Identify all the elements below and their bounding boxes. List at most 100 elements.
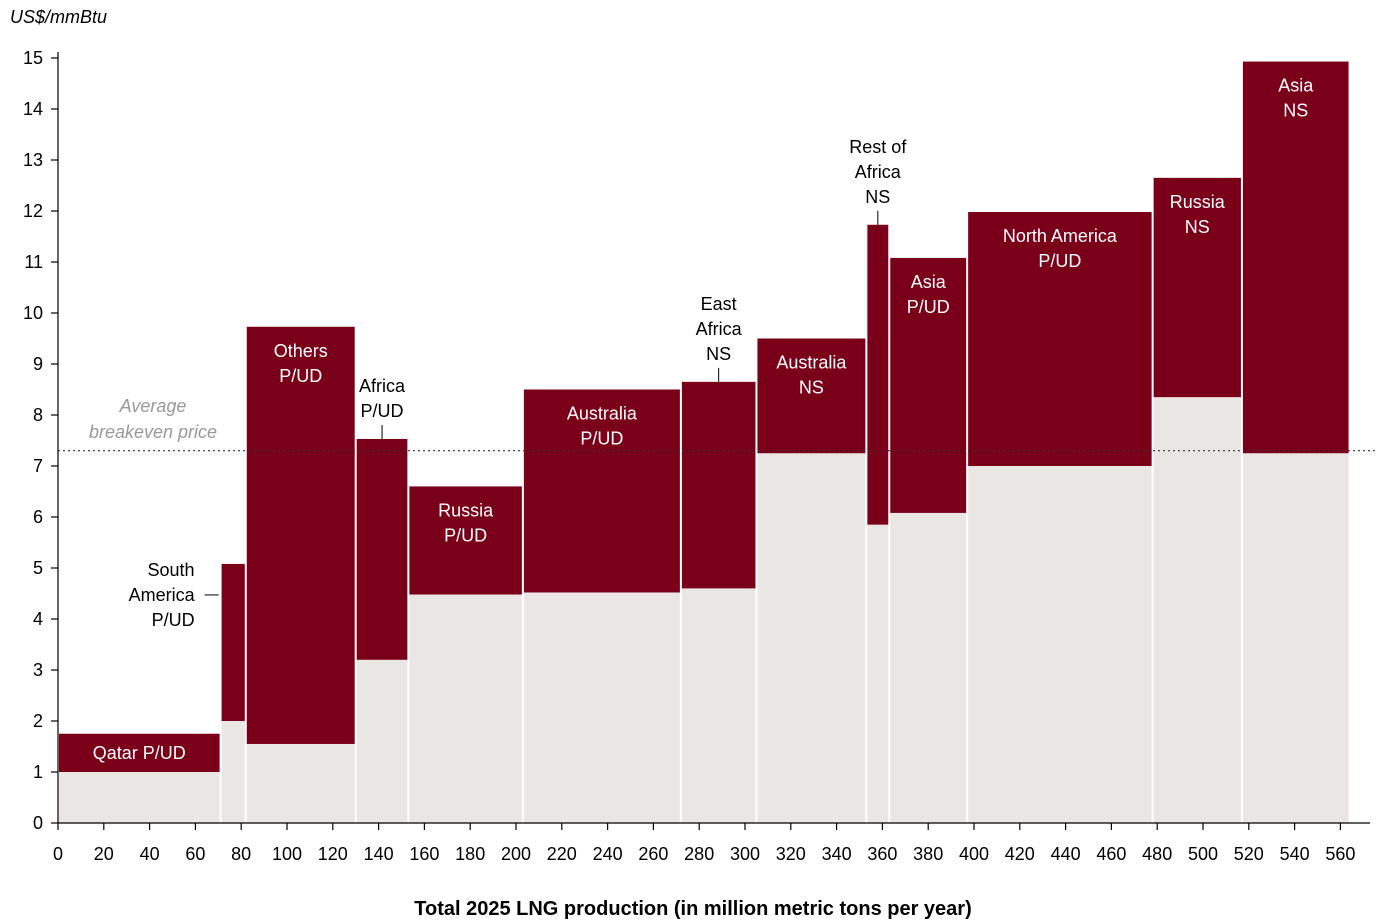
x-tick-label: 60 — [185, 844, 205, 864]
bar-lower-12 — [1242, 453, 1349, 823]
x-tick-label: 340 — [822, 844, 852, 864]
y-tick-label: 0 — [33, 813, 43, 833]
bar-label-9: Asia — [911, 272, 947, 292]
bar-label-8: Rest of — [849, 137, 907, 157]
bar-upper-12 — [1242, 61, 1349, 454]
bar-lower-1 — [221, 721, 245, 823]
bar-upper-4 — [409, 486, 522, 595]
x-tick-label: 0 — [53, 844, 63, 864]
x-tick-label: 460 — [1096, 844, 1126, 864]
x-tick-label: 280 — [684, 844, 714, 864]
bar-lower-10 — [968, 466, 1152, 823]
upper-segments — [59, 61, 1349, 772]
bar-label-11: Russia — [1170, 192, 1226, 212]
y-tick-label: 1 — [33, 762, 43, 782]
bar-label-1: America — [129, 585, 196, 605]
bar-label-5: Australia — [567, 404, 638, 424]
x-axis-title: Total 2025 LNG production (in million me… — [414, 898, 972, 920]
x-tick-label: 160 — [409, 844, 439, 864]
bar-label-9: P/UD — [907, 297, 950, 317]
x-tick-label: 80 — [231, 844, 251, 864]
x-tick-label: 540 — [1280, 844, 1310, 864]
bar-lower-2 — [246, 743, 355, 823]
bar-upper-1 — [221, 563, 245, 721]
bar-lower-4 — [409, 594, 522, 823]
bar-label-6: Africa — [696, 319, 743, 339]
bar-lower-6 — [681, 588, 756, 823]
y-tick-label: 11 — [24, 252, 43, 272]
bar-label-7: NS — [799, 378, 824, 398]
bar-label-12: NS — [1283, 101, 1308, 121]
bar-upper-11 — [1153, 177, 1241, 398]
bar-upper-7 — [757, 338, 866, 454]
x-tick-label: 300 — [730, 844, 760, 864]
bar-upper-0 — [59, 733, 220, 772]
x-tick-label: 560 — [1325, 844, 1355, 864]
bar-lower-0 — [59, 772, 220, 823]
average-breakeven-label: breakeven price — [89, 422, 217, 442]
bar-label-6: NS — [706, 344, 731, 364]
bar-label-11: NS — [1185, 217, 1210, 237]
x-tick-label: 320 — [776, 844, 806, 864]
x-tick-label: 120 — [318, 844, 348, 864]
x-tick-label: 180 — [455, 844, 485, 864]
bar-label-8: Africa — [855, 162, 902, 182]
y-tick-label: 9 — [33, 354, 43, 374]
y-tick-label: 7 — [33, 456, 43, 476]
bar-upper-5 — [523, 389, 680, 593]
y-axis-title: US$/mmBtu — [10, 7, 108, 27]
bar-label-5: P/UD — [580, 429, 623, 449]
bar-label-10: P/UD — [1038, 251, 1081, 271]
bar-label-3: P/UD — [361, 401, 404, 421]
lower-segments — [59, 397, 1349, 823]
bar-label-6: East — [701, 294, 737, 314]
bar-label-4: Russia — [438, 500, 494, 520]
bar-label-8: NS — [865, 187, 890, 207]
x-tick-label: 380 — [913, 844, 943, 864]
bar-labels: Qatar P/UD South America P/UD Others P/UD Afri… — [93, 76, 1314, 763]
bar-upper-9 — [890, 257, 967, 513]
y-tick-label: 6 — [33, 507, 43, 527]
bar-label-12: Asia — [1278, 76, 1314, 96]
x-tick-label: 140 — [364, 844, 394, 864]
y-tick-label: 2 — [33, 711, 43, 731]
bar-upper-6 — [681, 381, 756, 589]
bar-label-7: Australia — [776, 353, 847, 373]
bar-label-10: North America — [1003, 226, 1118, 246]
y-tick-label: 8 — [33, 405, 43, 425]
y-tick-label: 10 — [23, 303, 43, 323]
bar-lower-9 — [890, 512, 967, 823]
x-tick-label: 440 — [1051, 844, 1081, 864]
x-tick-label: 220 — [547, 844, 577, 864]
bar-lower-8 — [867, 524, 889, 823]
x-tick-label: 240 — [593, 844, 623, 864]
y-tick-label: 5 — [33, 558, 43, 578]
x-tick-label: 200 — [501, 844, 531, 864]
bar-label-0: Qatar P/UD — [93, 743, 186, 763]
x-tick-label: 520 — [1234, 844, 1264, 864]
y-tick-label: 12 — [23, 201, 43, 221]
x-tick-label: 20 — [94, 844, 114, 864]
bar-lower-11 — [1153, 397, 1241, 823]
bar-lower-5 — [523, 592, 680, 823]
bar-label-3: Africa — [359, 376, 406, 396]
reference-line-group: Average breakeven price — [58, 396, 1376, 452]
x-tick-label: 360 — [867, 844, 897, 864]
x-tick-label: 420 — [1005, 844, 1035, 864]
average-breakeven-label: Average — [119, 396, 187, 416]
x-tick-label: 400 — [959, 844, 989, 864]
x-tick-label: 500 — [1188, 844, 1218, 864]
bar-upper-2 — [246, 326, 355, 744]
bar-label-4: P/UD — [444, 525, 487, 545]
y-tick-label: 15 — [23, 48, 43, 68]
bar-label-1: P/UD — [152, 610, 195, 630]
y-tick-label: 3 — [33, 660, 43, 680]
x-tick-label: 40 — [140, 844, 160, 864]
bar-label-1: South — [148, 560, 195, 580]
y-tick-label: 14 — [23, 99, 43, 119]
bar-label-2: Others — [274, 341, 328, 361]
bar-label-2: P/UD — [279, 366, 322, 386]
bar-upper-10 — [968, 212, 1152, 466]
